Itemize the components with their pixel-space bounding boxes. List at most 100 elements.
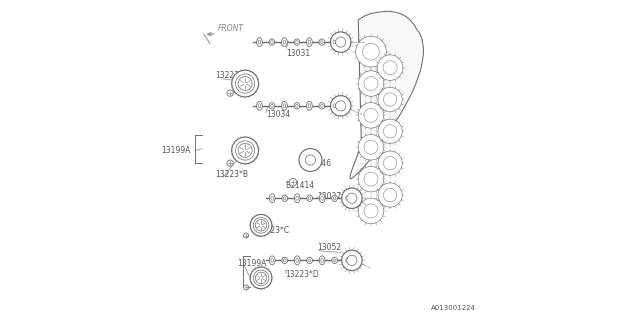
Circle shape: [227, 90, 234, 96]
Circle shape: [378, 119, 402, 143]
Text: 13199A: 13199A: [161, 146, 191, 155]
Ellipse shape: [296, 196, 298, 200]
Circle shape: [358, 71, 384, 96]
Ellipse shape: [307, 38, 312, 47]
Ellipse shape: [346, 258, 348, 262]
Circle shape: [364, 140, 378, 154]
Text: 13223*A: 13223*A: [215, 71, 248, 80]
Ellipse shape: [321, 196, 323, 200]
Ellipse shape: [257, 101, 262, 110]
Ellipse shape: [294, 39, 300, 45]
Circle shape: [383, 60, 397, 75]
Circle shape: [378, 183, 402, 207]
Text: 13052: 13052: [317, 244, 341, 252]
Text: 13223*B: 13223*B: [215, 170, 248, 179]
Circle shape: [378, 55, 403, 80]
Circle shape: [253, 270, 269, 286]
Ellipse shape: [269, 256, 275, 265]
Ellipse shape: [308, 104, 310, 108]
Ellipse shape: [332, 195, 337, 201]
Ellipse shape: [307, 101, 312, 110]
Ellipse shape: [271, 41, 273, 44]
Ellipse shape: [271, 258, 273, 262]
Circle shape: [227, 160, 234, 166]
Ellipse shape: [258, 40, 260, 44]
Circle shape: [342, 250, 362, 270]
Text: 13034: 13034: [266, 109, 290, 119]
Polygon shape: [350, 11, 424, 179]
Ellipse shape: [332, 38, 337, 47]
Circle shape: [236, 141, 255, 160]
Ellipse shape: [257, 38, 262, 47]
Ellipse shape: [319, 194, 325, 203]
Circle shape: [236, 74, 255, 93]
Ellipse shape: [321, 258, 323, 262]
Circle shape: [347, 255, 357, 266]
Circle shape: [363, 43, 380, 60]
Ellipse shape: [269, 194, 275, 203]
Circle shape: [364, 76, 378, 91]
Circle shape: [342, 188, 362, 208]
Ellipse shape: [333, 259, 336, 262]
Circle shape: [238, 143, 252, 157]
Ellipse shape: [294, 256, 300, 265]
Ellipse shape: [321, 104, 323, 107]
Circle shape: [358, 134, 384, 160]
Circle shape: [244, 285, 248, 290]
Ellipse shape: [269, 103, 275, 109]
Ellipse shape: [333, 40, 335, 44]
Circle shape: [330, 96, 351, 116]
Circle shape: [378, 151, 402, 175]
Circle shape: [364, 108, 378, 123]
Ellipse shape: [282, 257, 287, 264]
Ellipse shape: [282, 101, 287, 110]
Circle shape: [383, 156, 397, 170]
Circle shape: [253, 218, 269, 233]
Ellipse shape: [283, 40, 285, 44]
Ellipse shape: [296, 41, 298, 44]
Ellipse shape: [307, 257, 312, 264]
Circle shape: [383, 125, 397, 138]
Text: 13223*C: 13223*C: [256, 226, 289, 235]
Ellipse shape: [296, 258, 298, 262]
Circle shape: [364, 172, 378, 186]
Ellipse shape: [294, 103, 300, 109]
Ellipse shape: [284, 259, 286, 262]
Ellipse shape: [308, 197, 311, 200]
Ellipse shape: [258, 104, 260, 108]
Text: A013001224: A013001224: [431, 305, 476, 311]
Circle shape: [232, 70, 259, 97]
Text: 13223*D: 13223*D: [285, 270, 319, 279]
Ellipse shape: [271, 196, 273, 200]
Circle shape: [330, 32, 351, 52]
Ellipse shape: [294, 194, 300, 203]
Ellipse shape: [307, 195, 312, 201]
Ellipse shape: [319, 39, 324, 45]
Ellipse shape: [308, 40, 310, 44]
Ellipse shape: [346, 196, 348, 200]
Circle shape: [255, 272, 267, 284]
Text: 13037: 13037: [317, 192, 341, 201]
Ellipse shape: [296, 104, 298, 107]
Ellipse shape: [319, 256, 325, 265]
Ellipse shape: [308, 259, 311, 262]
Circle shape: [364, 204, 378, 218]
Ellipse shape: [319, 103, 324, 109]
Ellipse shape: [344, 194, 350, 203]
Ellipse shape: [332, 101, 337, 110]
Circle shape: [383, 188, 397, 202]
Circle shape: [383, 93, 397, 106]
Text: 13146: 13146: [307, 159, 332, 168]
Circle shape: [358, 166, 384, 192]
Circle shape: [299, 148, 322, 172]
Ellipse shape: [333, 104, 335, 108]
Ellipse shape: [282, 38, 287, 47]
Circle shape: [250, 214, 272, 236]
Circle shape: [255, 220, 267, 231]
Circle shape: [250, 267, 272, 289]
Circle shape: [358, 198, 384, 224]
Ellipse shape: [271, 104, 273, 107]
Ellipse shape: [321, 41, 323, 44]
Circle shape: [335, 37, 346, 47]
Text: 13199A: 13199A: [237, 259, 266, 268]
